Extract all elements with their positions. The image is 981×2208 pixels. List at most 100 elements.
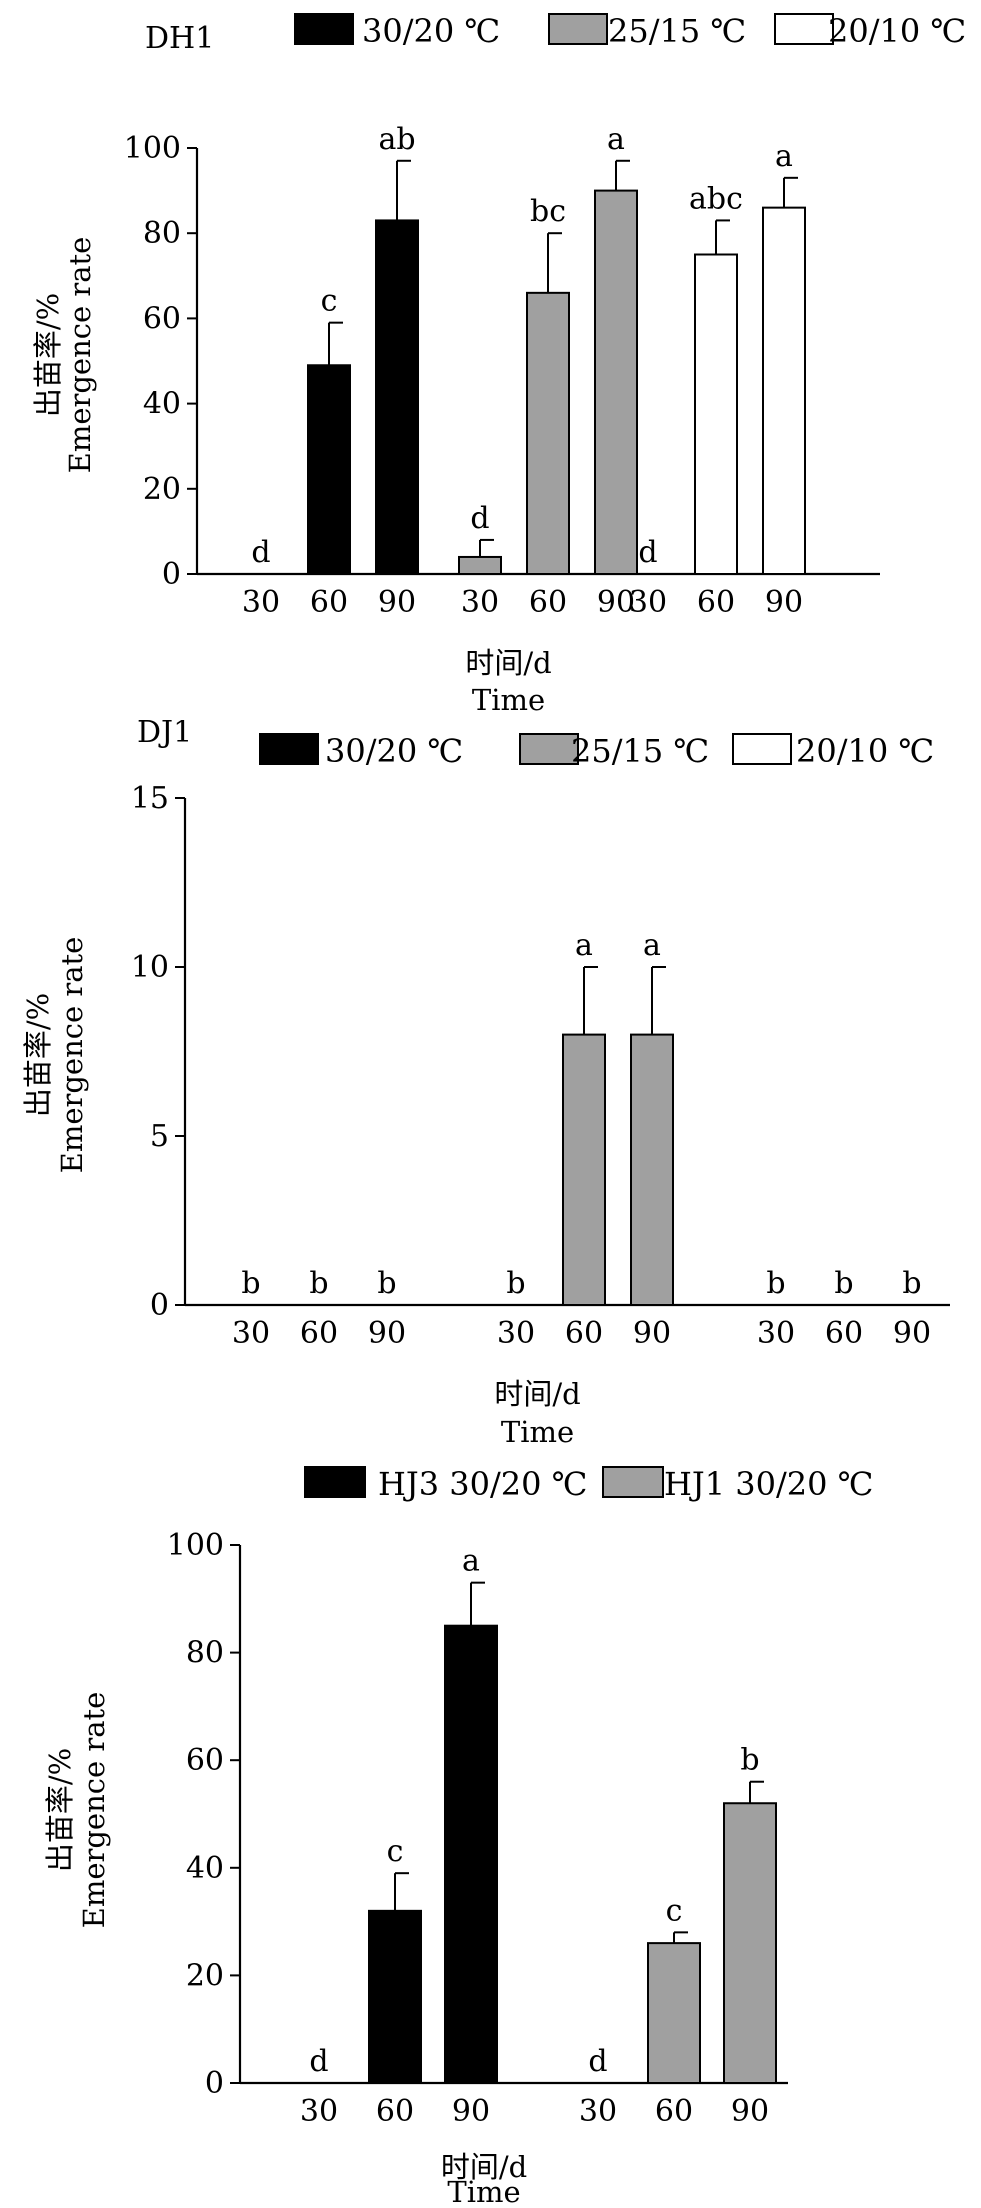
x-axis-title: 时间/d (465, 646, 551, 680)
x-tick-label: 60 (697, 585, 735, 620)
significance-label: abc (689, 181, 743, 216)
y-tick-label: 40 (186, 1851, 224, 1886)
significance-label: c (387, 1834, 404, 1869)
legend-label: 25/15 ℃ (571, 732, 709, 770)
legend-swatch (732, 733, 792, 765)
x-tick-label: 90 (893, 1316, 931, 1351)
significance-label: b (506, 1266, 525, 1301)
y-tick-label: 5 (150, 1119, 169, 1154)
significance-label: a (775, 139, 793, 174)
bar (375, 219, 419, 575)
y-tick-label: 0 (150, 1288, 169, 1323)
x-tick-label: 30 (242, 585, 280, 620)
y-tick-label: 20 (186, 1958, 224, 1993)
x-tick-label: 60 (300, 1316, 338, 1351)
bar (458, 555, 502, 576)
x-tick-label: 60 (565, 1316, 603, 1351)
x-tick-label: 60 (376, 2094, 414, 2129)
x-axis-title-en: Time (447, 2175, 520, 2208)
y-axis-title-en: Emergence rate (77, 1692, 111, 1929)
x-tick-label: 90 (368, 1316, 406, 1351)
significance-label: a (607, 122, 625, 157)
legend-label: 30/20 ℃ (325, 732, 463, 770)
x-tick-label: 60 (529, 585, 567, 620)
x-tick-label: 90 (452, 2094, 490, 2129)
bar (526, 291, 570, 575)
chart-dj1: DJ1 30/20 ℃ 25/15 ℃ 20/10 ℃ 0 5 10 15 b 30 b 60 b 90 b… (21, 720, 950, 1449)
x-tick-label: 90 (731, 2094, 769, 2129)
significance-label: b (834, 1266, 853, 1301)
y-tick-label: 15 (131, 781, 169, 816)
panel-label: DJ1 (137, 720, 192, 750)
y-axis-title: 出苗率/% (21, 993, 55, 1117)
significance-label: d (251, 535, 270, 570)
bar (723, 1802, 777, 2084)
significance-label: c (666, 1893, 683, 1928)
x-axis-title-en: Time (501, 1415, 574, 1449)
y-axis-title: 出苗率/% (31, 293, 65, 417)
y-tick-label: 10 (131, 950, 169, 985)
x-axis-title: 时间/d (494, 1377, 580, 1411)
x-tick-label: 60 (825, 1316, 863, 1351)
chart-panel-dj1: DJ1 30/20 ℃ 25/15 ℃ 20/10 ℃ 0 5 10 15 b 30 b 60 b 90 b… (0, 720, 981, 1460)
legend-label: 30/20 ℃ (362, 12, 500, 50)
x-tick-label: 30 (579, 2094, 617, 2129)
x-axis-title: 时间/d (441, 2150, 527, 2184)
significance-label: ab (378, 122, 415, 157)
legend-swatch (548, 13, 608, 45)
x-tick-label: 30 (497, 1316, 535, 1351)
y-tick-label: 0 (205, 2066, 224, 2101)
significance-label: b (902, 1266, 921, 1301)
chart-hj: HJ3 30/20 ℃ HJ1 30/20 ℃ 0 20 40 60 80 100 d 30 c 60… (43, 1465, 873, 2208)
legend-label: 20/10 ℃ (796, 732, 934, 770)
y-tick-label: 100 (124, 131, 181, 166)
significance-label: c (321, 284, 338, 319)
y-axis-title-en: Emergence rate (63, 237, 97, 474)
x-tick-label: 90 (597, 585, 635, 620)
x-tick-label: 30 (232, 1316, 270, 1351)
bar (368, 1909, 422, 2084)
y-axis-title: 出苗率/% (43, 1748, 77, 1872)
legend-swatch (519, 733, 579, 765)
bar (594, 189, 638, 575)
x-tick-label: 30 (757, 1316, 795, 1351)
x-tick-label: 60 (655, 2094, 693, 2129)
panel-label: DH1 (145, 21, 214, 56)
legend-swatch (602, 1466, 664, 1498)
bar (444, 1624, 498, 2084)
x-tick-label: 30 (461, 585, 499, 620)
y-tick-label: 80 (143, 216, 181, 251)
bar (630, 1033, 674, 1306)
significance-label: d (638, 535, 657, 570)
legend-label: 20/10 ℃ (828, 12, 966, 50)
legend-swatch (259, 733, 319, 765)
significance-label: a (643, 928, 661, 963)
x-axis-title-en: Time (472, 683, 545, 717)
y-tick-label: 60 (143, 301, 181, 336)
legend-label: HJ3 30/20 ℃ (378, 1465, 587, 1503)
legend-swatch (304, 1466, 366, 1498)
legend-label: HJ1 30/20 ℃ (664, 1465, 873, 1503)
significance-label: b (740, 1743, 759, 1778)
significance-label: b (377, 1266, 396, 1301)
significance-label: d (470, 501, 489, 536)
bar (694, 253, 738, 575)
significance-label: d (309, 2044, 328, 2079)
legend-swatch (294, 13, 354, 45)
significance-label: a (462, 1544, 480, 1579)
bar (562, 1033, 606, 1306)
x-tick-label: 30 (300, 2094, 338, 2129)
x-tick-label: 30 (629, 585, 667, 620)
y-axis-title-en: Emergence rate (55, 937, 89, 1174)
y-tick-label: 100 (167, 1528, 224, 1563)
legend-label: 25/15 ℃ (608, 12, 746, 50)
y-tick-label: 60 (186, 1743, 224, 1778)
significance-label: bc (530, 194, 566, 229)
x-tick-label: 90 (378, 585, 416, 620)
bar (647, 1942, 701, 2084)
x-tick-label: 60 (310, 585, 348, 620)
chart-dh1: DH1 30/20 ℃ 25/15 ℃ 20/10 ℃ 0 20 40 60 80 100 d 30 c… (31, 12, 966, 717)
y-tick-label: 20 (143, 472, 181, 507)
bar (762, 206, 806, 575)
x-tick-label: 90 (765, 585, 803, 620)
